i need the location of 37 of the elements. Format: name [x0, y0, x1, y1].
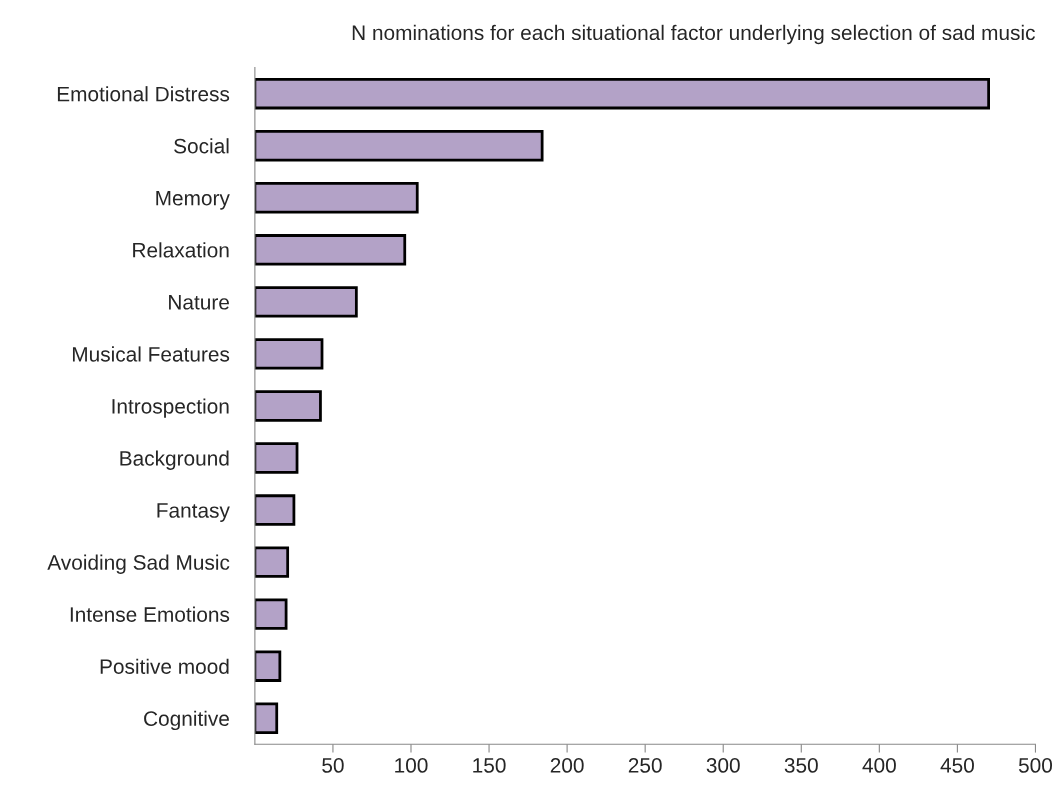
y-tick-label: Musical Features	[72, 346, 230, 362]
y-tick-label: Social	[174, 138, 229, 154]
x-tick-label: 100	[395, 758, 428, 773]
bar	[254, 130, 544, 162]
x-tick-label: 500	[1018, 758, 1053, 773]
bar	[254, 702, 279, 734]
x-tick-label: 400	[862, 758, 896, 773]
y-tick-label: Introspection	[112, 398, 229, 418]
bar	[254, 286, 358, 318]
chart-title: N nominations for each situational factor underlying selection of sad music	[352, 24, 1035, 45]
x-tick-label: 450	[940, 758, 974, 773]
bar	[254, 546, 290, 578]
x-tick-label: 150	[473, 758, 506, 773]
y-tick-label: Fantasy	[157, 503, 230, 522]
y-tick-label: Intense Emotions	[70, 606, 230, 622]
bar	[254, 182, 419, 214]
bar	[254, 650, 282, 682]
y-tick-label: Positive mood	[100, 658, 229, 674]
bar	[254, 494, 296, 526]
bar	[254, 390, 322, 422]
x-tick-label: 50	[322, 758, 344, 773]
y-tick-label: Emotional Distress	[57, 86, 230, 102]
x-tick-label: 350	[784, 758, 818, 773]
x-tick-label: 250	[628, 758, 662, 773]
y-tick-label: Nature	[169, 295, 229, 310]
y-tick-label: Cognitive	[144, 710, 229, 731]
bar	[254, 442, 299, 474]
y-tick-label: Avoiding Sad Music	[47, 554, 230, 574]
x-tick-label: 300	[706, 758, 740, 773]
y-tick-label: Memory	[156, 190, 230, 210]
bar	[254, 234, 407, 266]
y-tick-label: Background	[120, 450, 229, 470]
bar	[254, 598, 288, 630]
bar	[254, 77, 991, 110]
y-tick-label: Relaxation	[133, 242, 229, 258]
bar	[254, 338, 324, 370]
x-tick-label: 200	[550, 758, 584, 773]
